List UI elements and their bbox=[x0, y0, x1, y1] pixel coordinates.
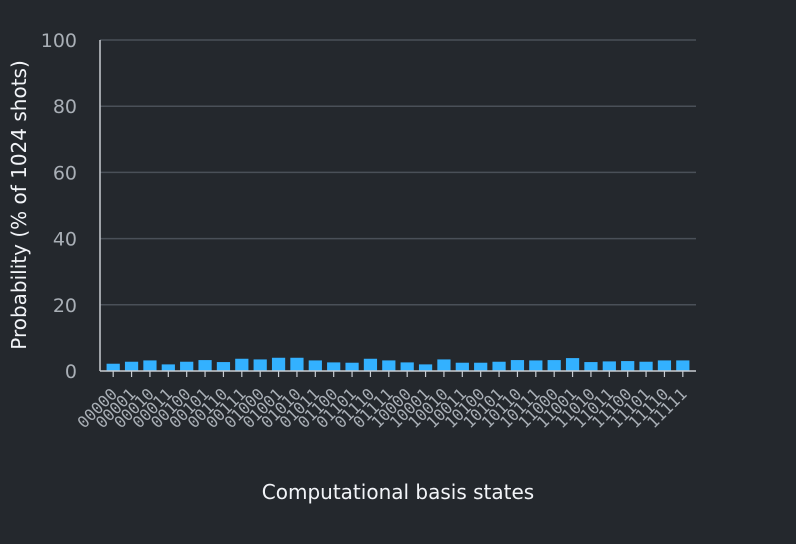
y-tick-label: 0 bbox=[65, 361, 77, 383]
bar-10010 bbox=[437, 359, 451, 371]
bar-01000 bbox=[253, 359, 267, 371]
bar-11010 bbox=[584, 362, 598, 371]
bar-01111 bbox=[382, 360, 396, 371]
gridlines bbox=[100, 39, 696, 306]
bar-10110 bbox=[510, 360, 525, 371]
bar-11101 bbox=[639, 361, 653, 371]
y-axis-label: Probability (% of 1024 shots) bbox=[7, 60, 31, 350]
bar-11100 bbox=[621, 361, 635, 371]
bar-11111 bbox=[676, 360, 690, 371]
bar-11011 bbox=[602, 361, 616, 371]
y-tick-label: 60 bbox=[53, 162, 77, 184]
bar-00111 bbox=[235, 358, 249, 371]
bar-00110 bbox=[216, 362, 231, 371]
bar-10011 bbox=[455, 362, 469, 371]
y-tick-label: 100 bbox=[41, 30, 77, 52]
y-tick-label: 80 bbox=[53, 96, 77, 118]
x-axis-label: Computational basis states bbox=[262, 480, 534, 504]
bar-00011 bbox=[161, 364, 175, 371]
bar-01101 bbox=[345, 362, 359, 371]
bar-10101 bbox=[492, 361, 506, 371]
bar-00100 bbox=[180, 361, 194, 371]
bar-00010 bbox=[143, 360, 157, 371]
bar-11001 bbox=[565, 358, 580, 371]
bar-01110 bbox=[363, 358, 378, 371]
y-tick-label: 20 bbox=[53, 295, 77, 317]
bar-01011 bbox=[308, 360, 322, 371]
bar-00000 bbox=[106, 363, 120, 371]
bar-00001 bbox=[124, 361, 139, 371]
bars bbox=[106, 357, 690, 371]
bar-11000 bbox=[547, 360, 561, 371]
bar-11110 bbox=[657, 360, 672, 371]
bar-10000 bbox=[400, 362, 414, 371]
bar-01010 bbox=[290, 357, 304, 371]
y-tick-label: 40 bbox=[53, 229, 77, 251]
bar-10100 bbox=[474, 362, 488, 371]
bar-10111 bbox=[529, 360, 543, 371]
bar-01001 bbox=[271, 357, 286, 371]
x-axis-ticks: 0000000001000100001100100001010011000111… bbox=[74, 371, 691, 432]
y-axis-ticks: 0 20 40 60 80 100 bbox=[41, 30, 77, 383]
bar-10001 bbox=[418, 364, 433, 371]
bar-00101 bbox=[198, 360, 212, 371]
bar-01100 bbox=[327, 362, 341, 371]
